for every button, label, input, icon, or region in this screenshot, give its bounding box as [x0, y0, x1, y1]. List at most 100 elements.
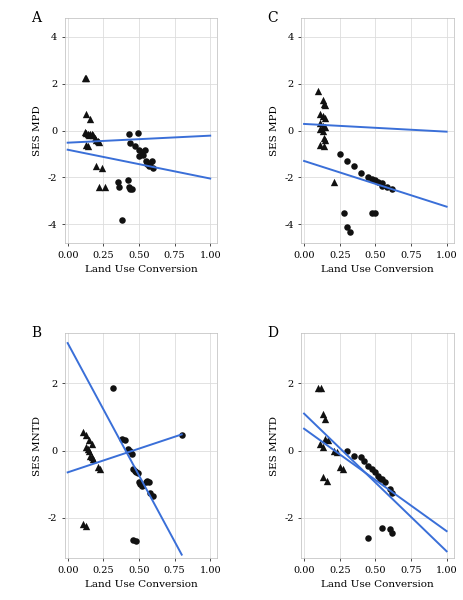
Point	[138, 481, 145, 491]
Point	[82, 109, 90, 119]
Y-axis label: SES MNTD: SES MNTD	[33, 416, 42, 476]
Point	[87, 129, 94, 139]
Point	[316, 140, 324, 149]
X-axis label: Land Use Conversion: Land Use Conversion	[321, 580, 434, 589]
Point	[316, 119, 324, 128]
Point	[135, 478, 143, 487]
Point	[322, 122, 329, 132]
Y-axis label: SES MPD: SES MPD	[269, 105, 279, 156]
Point	[322, 414, 329, 424]
Point	[389, 528, 396, 538]
Point	[389, 488, 396, 497]
Point	[87, 451, 94, 460]
Point	[87, 114, 94, 124]
Point	[141, 146, 148, 155]
Point	[124, 444, 131, 454]
Point	[350, 161, 357, 170]
Point	[118, 434, 125, 443]
Point	[340, 208, 348, 217]
Point	[316, 109, 324, 119]
Point	[80, 427, 87, 437]
Point	[336, 463, 344, 472]
Point	[127, 139, 134, 148]
Point	[343, 446, 350, 455]
Point	[142, 156, 150, 166]
Point	[125, 129, 133, 139]
Point	[319, 125, 326, 135]
Point	[375, 471, 382, 481]
Point	[81, 127, 88, 136]
Point	[142, 478, 150, 487]
Point	[375, 177, 382, 187]
Point	[379, 178, 386, 188]
Point	[178, 431, 185, 440]
Point	[128, 449, 136, 458]
Point	[91, 133, 99, 142]
Point	[383, 182, 390, 191]
Text: D: D	[268, 326, 279, 340]
Point	[88, 129, 95, 139]
Point	[84, 141, 91, 151]
Point	[134, 469, 141, 478]
Point	[82, 140, 90, 149]
Point	[372, 467, 379, 477]
Point	[343, 222, 350, 232]
Point	[101, 182, 108, 191]
Point	[130, 464, 137, 474]
Point	[94, 136, 101, 146]
Point	[137, 479, 144, 489]
Point	[90, 130, 97, 140]
Y-axis label: SES MPD: SES MPD	[33, 105, 42, 156]
Point	[132, 536, 140, 546]
Point	[325, 436, 332, 445]
Point	[389, 184, 396, 194]
Point	[97, 464, 104, 474]
Point	[82, 431, 90, 440]
Point	[93, 161, 100, 170]
Point	[346, 227, 353, 237]
Point	[138, 147, 145, 157]
Point	[316, 125, 324, 134]
Point	[369, 208, 376, 217]
Point	[80, 520, 87, 529]
Point	[132, 467, 140, 477]
Point	[319, 121, 326, 131]
Point	[336, 149, 344, 159]
Point	[330, 177, 338, 187]
Point	[135, 146, 143, 155]
Point	[319, 473, 326, 482]
Point	[84, 129, 91, 139]
Point	[150, 491, 157, 500]
X-axis label: Land Use Conversion: Land Use Conversion	[85, 580, 197, 589]
Point	[130, 535, 137, 544]
Point	[121, 436, 128, 445]
Point	[82, 128, 90, 137]
Point	[322, 100, 329, 110]
Point	[144, 476, 151, 485]
Point	[128, 184, 136, 194]
Point	[379, 181, 386, 190]
Point	[379, 523, 386, 533]
Point	[85, 130, 93, 140]
Point	[315, 383, 322, 393]
Point	[94, 463, 101, 472]
Point	[145, 478, 153, 487]
Point	[95, 182, 103, 191]
Point	[379, 474, 386, 484]
Point	[147, 158, 154, 168]
Point	[322, 135, 329, 145]
Point	[118, 215, 125, 224]
Point	[315, 86, 322, 95]
Point	[320, 99, 328, 109]
Text: C: C	[268, 11, 278, 25]
X-axis label: Land Use Conversion: Land Use Conversion	[321, 265, 434, 274]
Point	[139, 151, 147, 160]
Point	[135, 151, 143, 161]
Point	[369, 464, 376, 474]
Point	[85, 436, 93, 445]
Point	[322, 434, 329, 443]
Point	[343, 156, 350, 166]
Point	[316, 439, 324, 449]
Point	[131, 466, 138, 475]
Point	[88, 439, 95, 449]
